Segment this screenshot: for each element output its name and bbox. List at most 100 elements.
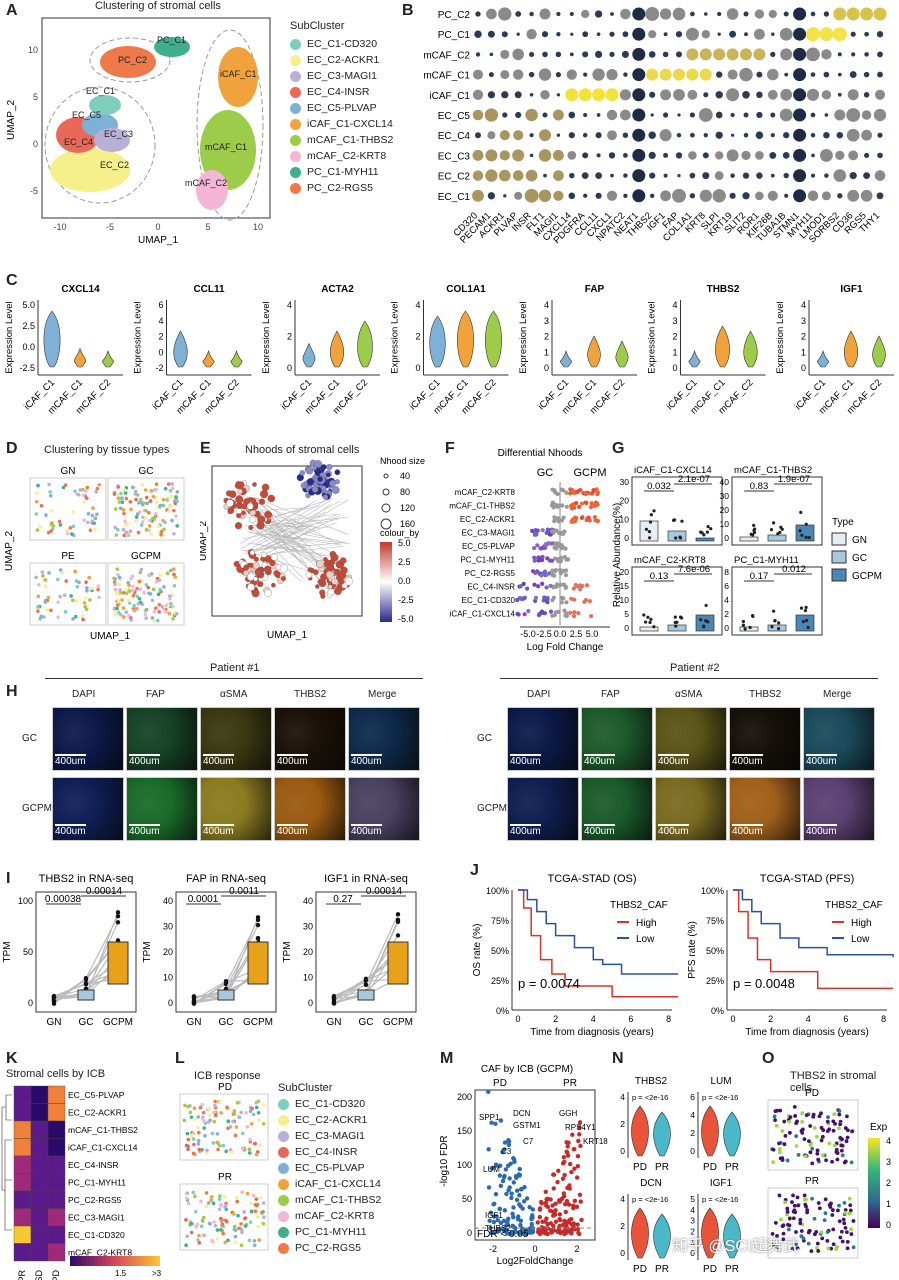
violin-ytick: 3 [672,316,677,326]
umap-point [116,496,121,500]
dotplot-dot [755,151,764,160]
feature-point [809,1249,814,1254]
umap-point [169,568,173,573]
dotplot-dot [821,49,832,60]
dotplot-dot [623,193,628,198]
svg-text:GN: GN [187,1017,202,1028]
feature-point [781,1237,786,1242]
volcano-point [518,1230,523,1236]
umap-point [234,1196,239,1200]
dotplot-dot [848,150,859,161]
feature-point [816,1201,821,1205]
umap-point [226,1126,230,1131]
dotplot-dot [555,51,562,58]
beeswarm-point [562,529,567,534]
svg-text:200: 200 [457,1092,472,1102]
umap-point [255,1203,259,1208]
heatmap-row-label: mCAF_C1-THBS2 [68,1125,138,1135]
umap-point [217,1207,222,1212]
beeswarm-point [560,503,565,508]
volcano-gene-label: SPP1 [479,1113,500,1122]
svg-text:2: 2 [886,1178,891,1188]
violin-ytick: 2 [672,332,677,342]
dotplot-dot [810,11,816,17]
svg-text:GCPM: GCPM [383,1017,413,1028]
heatmap-cell [47,1085,66,1104]
svg-text:0.27: 0.27 [333,894,353,905]
umap-point [144,527,149,532]
umap-point [58,568,63,572]
boxplot-point [752,523,756,527]
beeswarm-point [532,582,537,587]
feature-point [825,1119,830,1124]
feature-point [800,1111,805,1116]
feature-point [773,1118,777,1123]
feature-point [777,1248,781,1253]
volcano-point [553,1212,558,1217]
beeswarm-point [562,608,567,613]
dotplot-dot [581,9,590,19]
feature-point [839,1229,844,1234]
umap-point [186,1137,191,1142]
violin-ylabel: Expression Level [390,301,401,373]
nhood-circle [271,582,276,588]
nhood-circle [226,499,234,507]
volcano-point [514,1188,520,1193]
dotplot-dot [833,7,847,21]
umap-point [135,586,139,591]
violin-gene-title: FAP [585,284,605,295]
umap-point [154,487,159,492]
feature-point [774,1123,779,1128]
boxplot-point [649,617,653,621]
umap-point [77,580,81,585]
svg-text:GC: GC [79,1017,94,1028]
micrograph-image: 400um [52,777,124,841]
umap-point [125,588,129,592]
svg-text:PD: PD [51,1270,61,1280]
nhood-circle [340,557,347,564]
svg-text:0: 0 [730,1014,735,1024]
dotplot-dot [793,7,807,21]
umap-point [219,1216,223,1221]
svg-text:LUM: LUM [710,1076,731,1087]
umap-point [65,528,69,533]
violin-ytick: 3 [801,316,806,326]
svg-text:0: 0 [690,1146,695,1156]
umap-point [206,1201,211,1205]
volcano-point [560,1176,566,1181]
umap-point [120,598,124,602]
volcano-point [556,1198,562,1203]
feature-point [775,1245,780,1250]
feature-point [783,1200,788,1205]
volcano-point [514,1175,519,1181]
legend-dot [278,1114,289,1126]
beeswarm-point [549,558,555,563]
umap-point [143,608,148,613]
volcano-point [578,1143,583,1149]
volcano-point [548,1221,554,1226]
boxplot-point [649,513,653,517]
violin-gene-title: CCL11 [193,284,225,295]
violin-shape [302,342,316,368]
umap-point [169,601,173,606]
volcano-point [577,1132,582,1137]
feature-point [782,1119,787,1124]
dotplot-dot [675,31,683,38]
heatmap-cell [30,1120,49,1139]
umap-point [171,617,175,621]
umap-point [34,512,39,516]
volcano-point [517,1172,523,1178]
volcano-point [503,1167,509,1172]
svg-text:2: 2 [768,1014,773,1024]
volcano-point [498,1118,504,1123]
umap-point [129,507,133,512]
umap-point [36,594,41,599]
scale-bar-label: 400um [806,824,837,837]
volcano-point [563,1209,568,1215]
nhood-circle [257,580,264,588]
svg-text:Relative Abundance(%): Relative Abundance(%) [612,503,623,608]
umap-point [69,594,73,598]
svg-text:0.00014: 0.00014 [366,886,403,897]
nhood-circle [322,494,329,500]
